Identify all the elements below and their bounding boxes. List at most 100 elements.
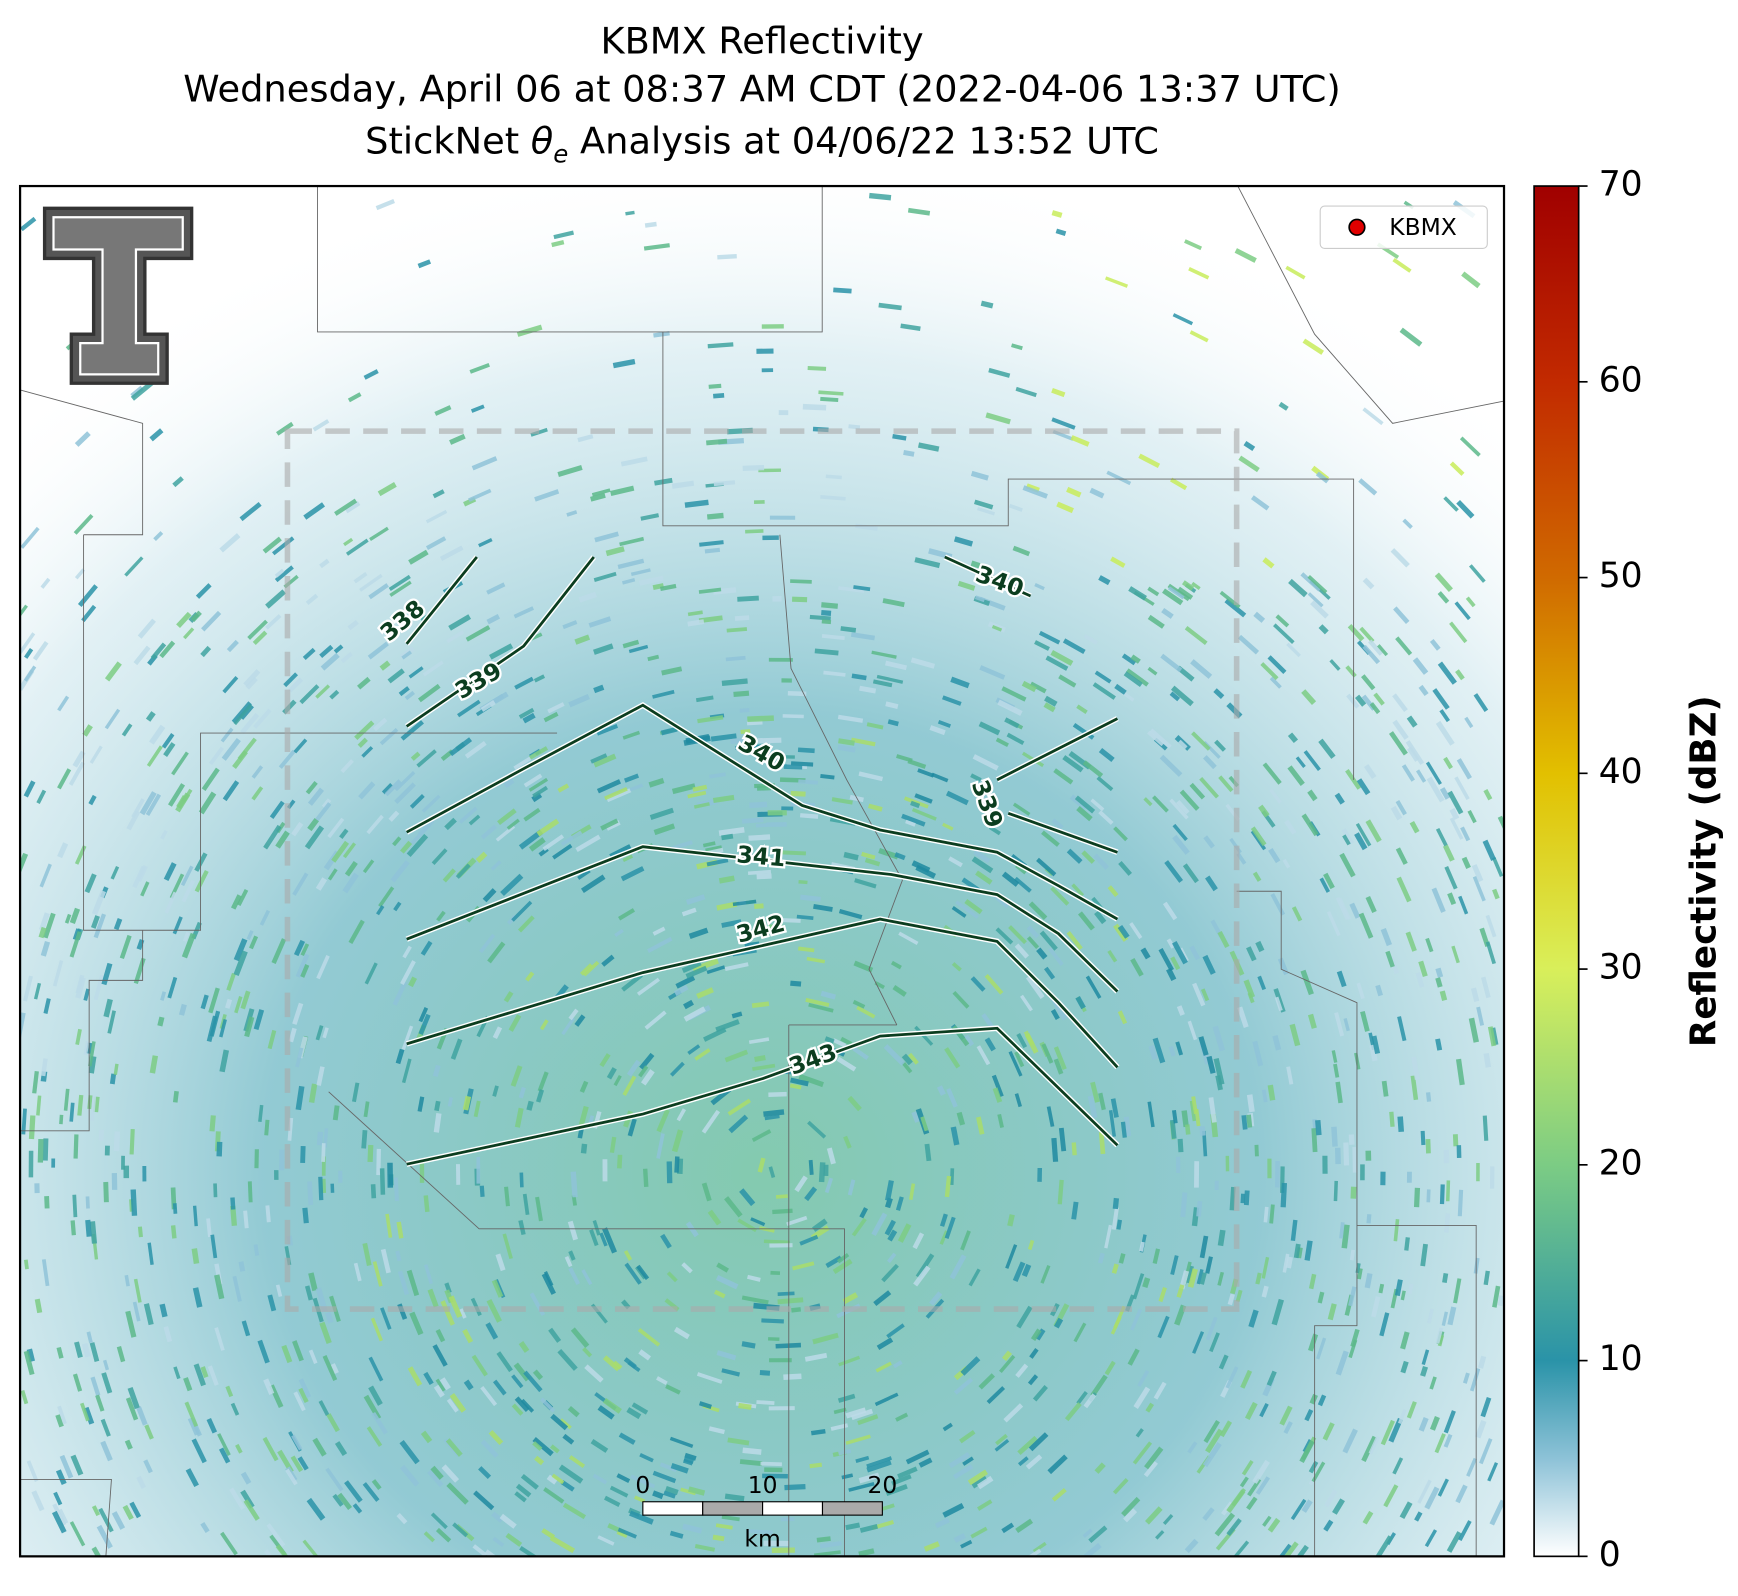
radar-echo bbox=[831, 797, 853, 805]
radar-echo bbox=[588, 616, 612, 628]
radar-echo bbox=[1218, 1354, 1229, 1370]
radar-echo bbox=[1002, 1350, 1013, 1362]
radar-echo bbox=[75, 1028, 82, 1045]
radar-echo bbox=[312, 1437, 327, 1457]
radar-echo bbox=[89, 745, 103, 764]
radar-echo bbox=[851, 1217, 867, 1237]
radar-echo bbox=[85, 1196, 90, 1209]
radar-echo bbox=[1362, 407, 1384, 426]
radar-echo bbox=[1126, 668, 1149, 687]
radar-echo bbox=[183, 1377, 193, 1392]
radar-echo bbox=[1263, 1206, 1269, 1223]
radar-echo bbox=[279, 1149, 285, 1171]
radar-echo bbox=[1130, 1308, 1143, 1331]
radar-echo bbox=[540, 1397, 556, 1413]
radar-echo bbox=[623, 1250, 633, 1261]
radar-echo bbox=[1181, 1110, 1189, 1128]
radar-echo bbox=[230, 1402, 240, 1416]
radar-echo bbox=[852, 1046, 869, 1060]
radar-echo bbox=[1170, 1119, 1177, 1139]
radar-echo bbox=[1248, 1309, 1259, 1328]
radar-echo bbox=[442, 868, 456, 883]
radar-echo bbox=[596, 724, 619, 736]
radar-echo bbox=[253, 1244, 260, 1256]
radar-echo bbox=[274, 1170, 279, 1180]
radar-echo bbox=[471, 456, 498, 471]
radar-echo bbox=[125, 1310, 137, 1338]
radar-echo bbox=[1472, 876, 1486, 902]
radar-echo bbox=[640, 513, 660, 521]
radar-echo bbox=[125, 1397, 139, 1421]
radar-echo bbox=[1113, 826, 1128, 842]
radar-echo bbox=[1273, 623, 1295, 644]
radar-echo bbox=[448, 1295, 463, 1318]
radar-echo bbox=[579, 1080, 589, 1093]
radar-echo bbox=[1064, 1402, 1082, 1422]
radar-echo bbox=[1435, 1327, 1444, 1344]
radar-echo bbox=[420, 1430, 433, 1444]
radar-echo bbox=[599, 1232, 608, 1247]
radar-echo bbox=[730, 737, 753, 744]
radar-echo bbox=[393, 901, 402, 912]
radar-echo bbox=[1132, 1273, 1145, 1300]
radar-echo bbox=[851, 673, 867, 681]
radar-echo bbox=[83, 1040, 90, 1056]
radar-echo bbox=[431, 848, 448, 865]
radar-echo bbox=[542, 834, 565, 851]
scale-segment bbox=[702, 1501, 764, 1516]
radar-echo bbox=[779, 917, 801, 923]
radar-echo bbox=[1272, 1035, 1282, 1051]
radar-echo bbox=[972, 754, 999, 771]
radar-echo bbox=[525, 971, 535, 982]
radar-echo bbox=[1362, 577, 1375, 590]
radar-echo bbox=[825, 474, 842, 480]
radar-echo bbox=[487, 941, 506, 964]
radar-echo bbox=[758, 1226, 775, 1233]
radar-echo bbox=[368, 1385, 383, 1406]
radar-echo bbox=[1082, 760, 1104, 778]
radar-echo bbox=[712, 1534, 725, 1542]
radar-echo bbox=[64, 913, 72, 924]
radar-echo bbox=[626, 1407, 642, 1420]
radar-echo bbox=[708, 383, 722, 389]
radar-echo bbox=[1071, 1142, 1077, 1156]
radar-echo bbox=[1098, 575, 1111, 586]
radar-echo bbox=[1262, 762, 1282, 785]
radar-echo bbox=[149, 724, 166, 745]
radar-echo bbox=[568, 694, 590, 708]
radar-echo bbox=[1039, 930, 1058, 951]
radar-echo bbox=[1476, 1162, 1480, 1182]
radar-echo bbox=[1459, 436, 1481, 457]
radar-echo bbox=[302, 1539, 320, 1557]
radar-echo bbox=[706, 512, 724, 520]
radar-echo bbox=[836, 1252, 850, 1264]
radar-echo bbox=[352, 1082, 360, 1103]
radar-echo bbox=[682, 1523, 703, 1534]
radar-echo bbox=[59, 1114, 64, 1125]
radar-echo bbox=[1239, 1476, 1249, 1488]
radar-echo bbox=[1246, 1114, 1253, 1128]
radar-echo bbox=[1401, 764, 1415, 782]
radar-echo bbox=[1485, 941, 1496, 965]
radar-echo bbox=[1452, 1134, 1459, 1147]
radar-echo bbox=[707, 342, 734, 349]
radar-echo bbox=[416, 749, 437, 768]
radar-echo bbox=[781, 850, 807, 856]
radar-echo bbox=[1336, 970, 1347, 988]
radar-echo bbox=[1074, 795, 1096, 814]
radar-echo bbox=[1497, 1295, 1505, 1307]
radar-echo bbox=[23, 665, 37, 682]
radar-echo bbox=[792, 596, 808, 603]
radar-echo bbox=[325, 1311, 334, 1324]
radar-echo bbox=[1217, 1229, 1226, 1247]
radar-echo bbox=[988, 825, 1001, 836]
radar-echo bbox=[475, 851, 488, 864]
radar-echo bbox=[1205, 875, 1218, 892]
radar-echo bbox=[40, 941, 51, 957]
radar-echo bbox=[626, 1059, 641, 1077]
radar-echo bbox=[1258, 804, 1270, 818]
radar-echo bbox=[275, 830, 290, 849]
radar-echo bbox=[434, 1100, 441, 1112]
radar-echo bbox=[107, 1010, 116, 1034]
radar-echo bbox=[362, 1242, 372, 1266]
